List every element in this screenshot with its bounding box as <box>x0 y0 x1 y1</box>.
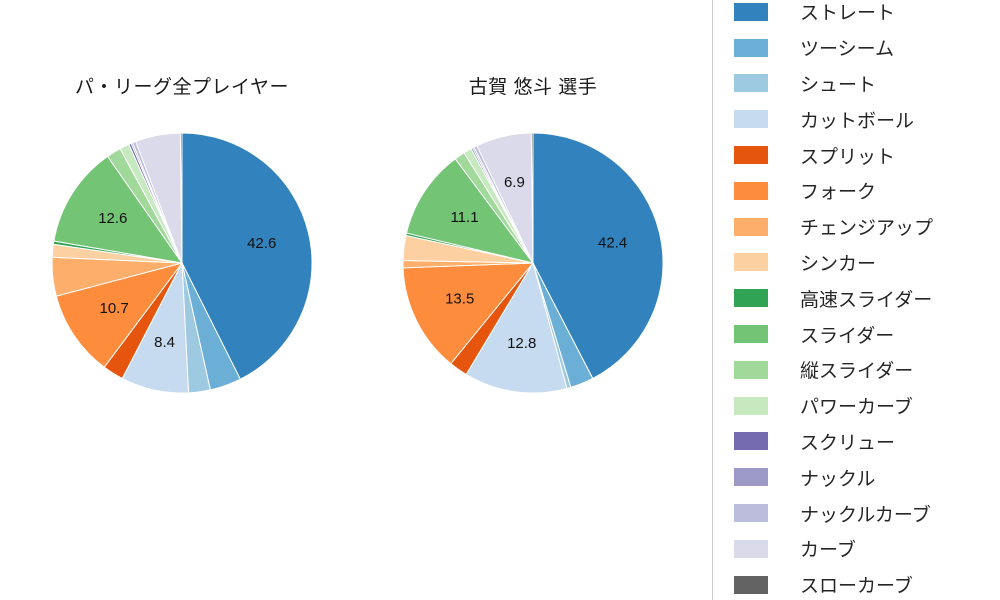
legend-label: スローカーブ <box>800 576 913 598</box>
legend-label: カーブ <box>800 540 856 562</box>
legend-label: スプリット <box>800 146 896 168</box>
legend-item: スプリット <box>734 137 1000 173</box>
legend-item: 高速スライダー <box>734 280 1000 316</box>
legend-label: ストレート <box>800 3 896 25</box>
legend-swatch-icon <box>734 38 768 57</box>
chart-title-right: 古賀 悠斗 選手 <box>468 77 598 98</box>
pie-value-label: 8.4 <box>154 334 175 351</box>
legend-swatch-icon <box>734 217 768 236</box>
legend-item: ナックル <box>734 459 1000 495</box>
legend-item: 縦スライダー <box>734 352 1000 388</box>
legend-swatch-icon <box>734 468 768 487</box>
pie-value-label: 10.7 <box>99 300 128 317</box>
pie-slice-5 <box>402 262 535 365</box>
legend: ストレートツーシームシュートカットボール スプリットフォークチェンジアップ シンカー… <box>712 0 1000 600</box>
legend-label: ナックル <box>800 468 876 490</box>
pie-slice-3 <box>465 261 568 394</box>
legend-label: 縦スライダー <box>800 361 914 383</box>
legend-swatch-icon <box>734 396 768 415</box>
legend-label: シュート <box>800 74 877 96</box>
pie-slice-0 <box>532 132 664 380</box>
chart-title-left: パ・リーグ全プレイヤー <box>75 77 289 98</box>
legend-item: チェンジアップ <box>734 209 1000 245</box>
legend-label: 高速スライダー <box>800 289 933 311</box>
legend-item: ストレート <box>734 0 1000 30</box>
legend-item: フォーク <box>734 173 1000 209</box>
legend-swatch-icon <box>734 181 768 200</box>
legend-swatch-icon <box>734 539 768 558</box>
legend-label: パワーカーブ <box>800 397 913 419</box>
legend-swatch-icon <box>734 253 768 272</box>
pie-chart-right: 42.4 12.8 13.5 11.1 6.9 <box>402 132 664 394</box>
legend-item: ツーシーム <box>734 30 1000 66</box>
pie-slice-9 <box>53 155 184 264</box>
legend-item: カーブ <box>734 531 1000 567</box>
legend-swatch-icon <box>734 360 768 379</box>
legend-swatch-icon <box>734 110 768 129</box>
legend-label: チェンジアップ <box>800 218 934 240</box>
legend-swatch-icon <box>734 146 768 165</box>
legend-label: フォーク <box>800 182 877 204</box>
legend-item: スローカーブ <box>734 567 1000 600</box>
legend-label: ナックルカーブ <box>800 504 931 526</box>
pie-chart-left: 42.6 8.4 10.7 12.6 <box>51 132 313 394</box>
legend-label: スクリュー <box>800 432 896 454</box>
pie-slice-16 <box>179 132 183 264</box>
pie-value-label: 6.9 <box>504 174 525 191</box>
pie-slice-16 <box>530 132 534 264</box>
legend-item: ナックルカーブ <box>734 495 1000 531</box>
pie-value-label: 42.4 <box>598 235 627 252</box>
legend-swatch-icon <box>734 74 768 93</box>
pie-value-label: 42.6 <box>247 235 276 252</box>
pie-value-label: 13.5 <box>445 290 474 307</box>
legend-swatch-icon <box>734 504 768 523</box>
legend-item: シンカー <box>734 245 1000 281</box>
pie-value-label: 11.1 <box>450 209 478 226</box>
pie-slice-9 <box>405 158 535 264</box>
legend-item: シュート <box>734 66 1000 102</box>
legend-item: スライダー <box>734 316 1000 352</box>
legend-label: カットボール <box>800 110 915 132</box>
legend-item: カットボール <box>734 101 1000 137</box>
pie-value-label: 12.6 <box>98 210 127 227</box>
legend-swatch-icon <box>734 2 768 21</box>
legend-item: パワーカーブ <box>734 388 1000 424</box>
pie-slice-5 <box>55 262 184 368</box>
legend-swatch-icon <box>734 575 768 594</box>
legend-label: スライダー <box>800 325 895 347</box>
legend-swatch-icon <box>734 289 768 308</box>
legend-item: スクリュー <box>734 424 1000 460</box>
pie-slice-0 <box>181 132 313 380</box>
legend-swatch-icon <box>734 325 768 344</box>
legend-label: ツーシーム <box>800 39 895 61</box>
legend-label: シンカー <box>800 253 877 275</box>
legend-swatch-icon <box>734 432 768 451</box>
pie-value-label: 12.8 <box>507 335 536 352</box>
